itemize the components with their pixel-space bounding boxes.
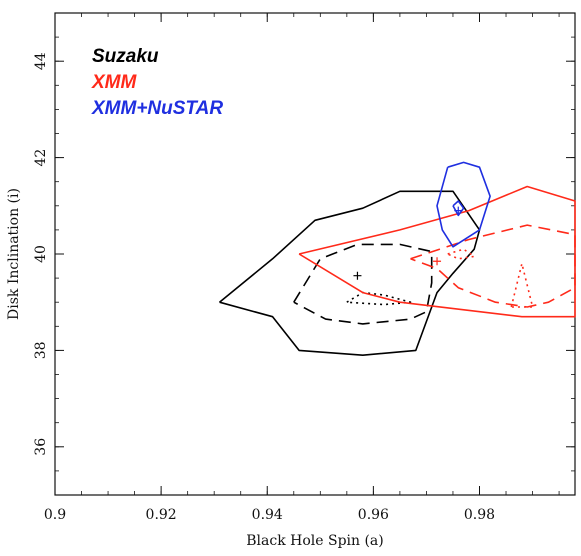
series-xmm-nustar: [436, 161, 491, 248]
x-axis-title: Black Hole Spin (a): [246, 533, 384, 549]
x-tick-label: 0.98: [464, 507, 495, 523]
x-tick-label: 0.96: [358, 507, 389, 523]
contour-dotted: [510, 262, 534, 308]
best-fit-marker: [353, 271, 362, 280]
best-fit-marker: [433, 257, 442, 266]
legend-entry: Suzaku: [92, 46, 159, 67]
series-suzaku: [218, 190, 481, 357]
best-fit-marker: [454, 206, 463, 215]
x-tick-label: 0.92: [146, 507, 177, 523]
contour-dotted: [447, 248, 476, 260]
contour-solid: [436, 161, 491, 248]
contour-dashed: [293, 243, 433, 325]
contour-solid: [218, 190, 481, 357]
y-tick-label: 38: [33, 341, 49, 359]
x-tick-label: 0.94: [252, 507, 283, 523]
series-xmm: [298, 185, 576, 318]
y-tick-label: 40: [33, 245, 49, 263]
contour-solid: [452, 200, 465, 217]
contour-series: [218, 161, 576, 357]
y-axis-title: Disk Inclination (i): [6, 188, 22, 320]
x-tick-label: 0.9: [44, 507, 66, 523]
legend: Suzaku XMM XMM+NuSTAR: [91, 46, 223, 119]
y-tick-label: 42: [33, 149, 49, 167]
tick-labels: 0.9 0.92 0.94 0.96 0.98 36 38 40 42 44: [33, 52, 495, 523]
axis-ticks: [54, 12, 575, 496]
y-tick-label: 44: [33, 52, 49, 70]
contour-dashed: [410, 224, 576, 308]
y-tick-label: 36: [33, 438, 49, 456]
legend-entry: XMM+NuSTAR: [91, 98, 223, 119]
legend-entry: XMM: [91, 72, 138, 93]
